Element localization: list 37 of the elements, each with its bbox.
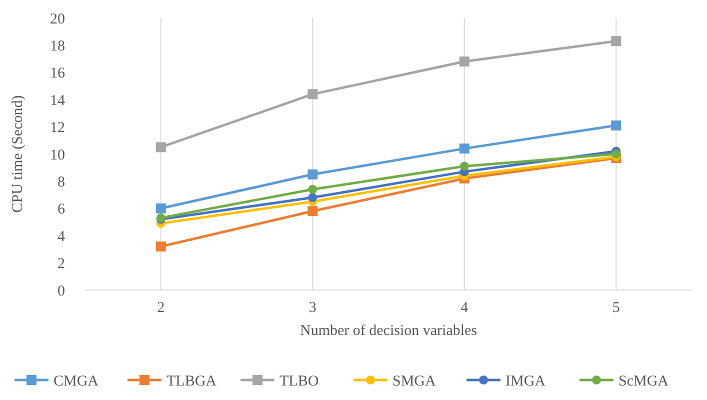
x-tick-label: 2 bbox=[157, 300, 165, 316]
y-tick-label: 6 bbox=[58, 202, 66, 218]
x-axis-title: Number of decision variables bbox=[300, 323, 478, 339]
point bbox=[308, 169, 318, 180]
point bbox=[460, 162, 469, 171]
point bbox=[308, 206, 318, 216]
x-tick-label: 4 bbox=[460, 300, 469, 316]
point bbox=[308, 89, 318, 100]
point bbox=[308, 193, 318, 202]
point bbox=[156, 241, 166, 252]
legend-label: ScMGA bbox=[618, 373, 669, 390]
y-tick-label: 18 bbox=[50, 38, 65, 54]
x-tick-label: 5 bbox=[612, 300, 620, 316]
legend-label: CMGA bbox=[54, 373, 99, 390]
legend-label: TLBO bbox=[280, 373, 319, 390]
point bbox=[459, 56, 470, 67]
y-tick-label: 20 bbox=[50, 11, 65, 28]
point bbox=[156, 142, 166, 152]
y-tick-label: 10 bbox=[50, 147, 65, 164]
legend-label: SMGA bbox=[392, 373, 436, 390]
y-tick-label: 2 bbox=[58, 256, 65, 272]
y-tick-label: 16 bbox=[50, 66, 66, 82]
point bbox=[611, 120, 622, 130]
point bbox=[611, 36, 622, 46]
point bbox=[459, 144, 470, 154]
y-tick-label: 0 bbox=[58, 283, 65, 300]
y-tick-label: 12 bbox=[50, 120, 65, 136]
y-axis-title: CPU time (Second) bbox=[10, 95, 26, 213]
point bbox=[156, 203, 166, 214]
legend-label: TLBGA bbox=[166, 373, 217, 390]
y-tick-label: 4 bbox=[58, 228, 66, 245]
point bbox=[612, 150, 621, 158]
y-tick-label: 14 bbox=[50, 92, 66, 109]
x-tick-label: 3 bbox=[308, 300, 316, 316]
legend-label: IMGA bbox=[506, 373, 546, 390]
y-tick-label: 8 bbox=[58, 174, 65, 190]
point bbox=[308, 184, 318, 194]
